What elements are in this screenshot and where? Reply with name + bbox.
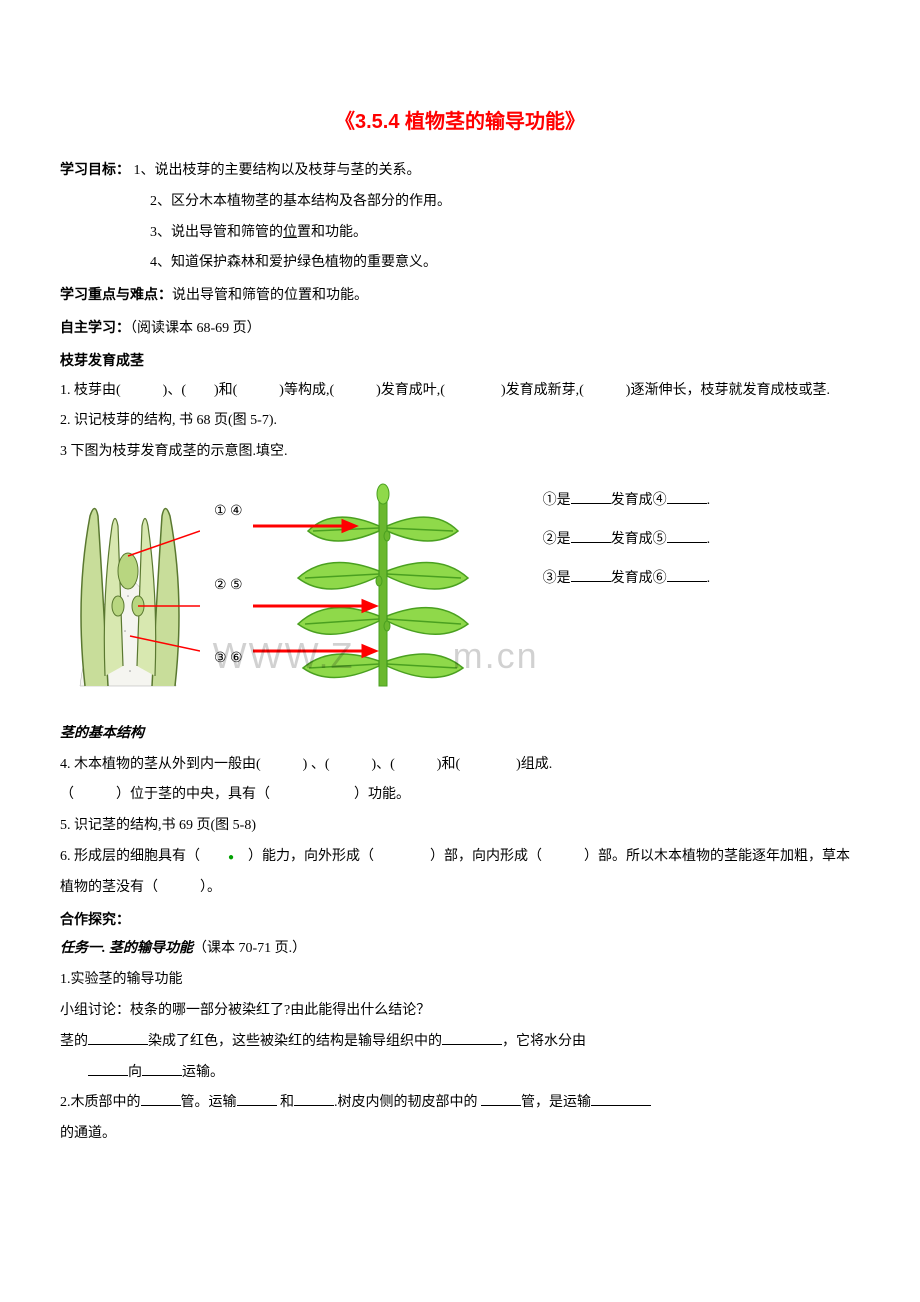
t2c: 和: [277, 1095, 295, 1110]
fill-1: ①是 发育成④.: [543, 486, 711, 517]
blank-icon: [571, 568, 611, 582]
discuss: 小组讨论：枝条的哪一部分被染红了?由此能得出什么结论？: [60, 996, 860, 1027]
t2d: .树皮内侧的韧皮部中的: [334, 1095, 481, 1110]
result-line1: 茎的 染成了红色，这些被染红的结构是输导组织中的 ，它将水分由: [60, 1027, 860, 1058]
fill-2: ②是 发育成⑤.: [543, 525, 711, 556]
section2-head: 茎的基本结构: [60, 719, 860, 750]
t2a: 2.木质部中的: [60, 1095, 141, 1110]
blank-icon: [294, 1092, 334, 1106]
selfstudy-line: 自主学习：（阅读课本 68-69 页）: [60, 312, 860, 345]
fill2b: 发育成⑤: [611, 532, 667, 547]
objective-2: 2、区分木本植物茎的基本结构及各部分的作用。: [60, 187, 860, 218]
bud-diagram-icon: [60, 476, 200, 696]
task2-line: 2.木质部中的 管。运输 和 .树皮内侧的韧皮部中的 管，是运输: [60, 1088, 860, 1119]
keypoint-label: 学习重点与难点：: [60, 286, 172, 302]
blank-icon: [667, 490, 707, 504]
label-1-4: ① ④: [214, 497, 243, 528]
blank-icon: [667, 568, 707, 582]
fill3a: ③是: [543, 571, 571, 586]
section1-p3: 3 下图为枝芽发育成茎的示意图.填空.: [60, 437, 860, 468]
fill1b: 发育成④: [611, 493, 667, 508]
task-head: 任务一. 茎的输导功能: [60, 941, 193, 956]
period: .: [707, 571, 711, 586]
rc: ，它将水分由: [502, 1034, 586, 1049]
blank-icon: [442, 1031, 502, 1045]
keypoint-text: 说出导管和筛管的位置和功能。: [172, 288, 368, 303]
blank-icon: [88, 1031, 148, 1045]
plant-diagram-icon: [253, 476, 513, 696]
fill2a: ②是: [543, 532, 571, 547]
blank-icon: [237, 1092, 277, 1106]
fill1a: ①是: [543, 493, 571, 508]
blank-icon: [571, 529, 611, 543]
objective-4: 4、知道保护森林和爱护绿色植物的重要意义。: [60, 248, 860, 279]
task-note: （课本 70-71 页.）: [193, 941, 306, 956]
section2-p4: 4. 木本植物的茎从外到内一般由( ) 、( )、( )和( )组成.: [60, 750, 860, 781]
coop-label: 合作探究：: [60, 904, 860, 935]
obj3-pre: 3、说出导管和筛管的: [150, 225, 283, 240]
page-title: 《3.5.4 植物茎的输导功能》: [60, 100, 860, 144]
result-line2: 向 运输。: [60, 1058, 860, 1089]
task2-line2: 的通道。: [60, 1119, 860, 1150]
selfstudy-label: 自主学习：: [60, 319, 130, 335]
period: .: [707, 493, 711, 508]
selfstudy-text: （阅读课本 68-69 页）: [130, 321, 261, 336]
blank-icon: [142, 1062, 182, 1076]
blank-icon: [667, 529, 707, 543]
label-3-6: ③ ⑥: [214, 644, 243, 675]
plant-figure: WWW.Z m.cn: [253, 476, 513, 709]
section2-p4b: （ ）位于茎的中央，具有（ ）功能。: [60, 780, 860, 811]
objective-3: 3、说出导管和筛管的位置和功能。: [60, 218, 860, 249]
rb: 染成了红色，这些被染红的结构是输导组织中的: [148, 1034, 442, 1049]
t2b: 管。运输: [181, 1095, 237, 1110]
period: .: [707, 532, 711, 547]
t2e: 管，是运输: [521, 1095, 591, 1110]
figure-row: ① ④ ② ⑤ ③ ⑥: [60, 476, 860, 709]
section2-p6: 6. 形成层的细胞具有（ ● ）能力，向外形成（ ）部，向内形成（ ）部。所以木…: [60, 842, 860, 904]
blank-icon: [141, 1092, 181, 1106]
objectives-line1: 学习目标： 1、说出枝芽的主要结构以及枝芽与茎的关系。: [60, 154, 860, 187]
keypoint-line: 学习重点与难点：说出导管和筛管的位置和功能。: [60, 279, 860, 312]
objective-1: 1、说出枝芽的主要结构以及枝芽与茎的关系。: [134, 163, 421, 178]
obj3-post: 置和功能。: [297, 225, 367, 240]
obj3-underline: 位: [283, 225, 297, 240]
re: 运输。: [182, 1065, 224, 1080]
objectives-label: 学习目标：: [60, 161, 130, 177]
blank-icon: [571, 490, 611, 504]
fill-3: ③是 发育成⑥.: [543, 564, 711, 595]
figure-fill-blanks: ①是 发育成④. ②是 发育成⑤. ③是 发育成⑥.: [523, 476, 711, 594]
p6a: 6. 形成层的细胞具有（: [60, 849, 228, 864]
ra: 茎的: [60, 1034, 88, 1049]
figure-labels-mid: ① ④ ② ⑤ ③ ⑥: [210, 476, 243, 696]
section1-p2: 2. 识记枝芽的结构, 书 68 页(图 5-7).: [60, 406, 860, 437]
blank-icon: [591, 1092, 651, 1106]
blank-icon: [88, 1062, 128, 1076]
task-line: 任务一. 茎的输导功能（课本 70-71 页.）: [60, 934, 860, 965]
rd: 向: [128, 1065, 142, 1080]
section1-head: 枝芽发育成茎: [60, 345, 860, 376]
blank-icon: [481, 1092, 521, 1106]
label-2-5: ② ⑤: [214, 571, 243, 602]
fill3b: 发育成⑥: [611, 571, 667, 586]
section2-p5: 5. 识记茎的结构,书 69 页(图 5-8): [60, 811, 860, 842]
bud-figure: [60, 476, 200, 709]
task1: 1.实验茎的输导功能: [60, 965, 860, 996]
section1-p1: 1. 枝芽由( )、( )和( )等构成,( )发育成叶,( )发育成新芽,( …: [60, 376, 860, 407]
